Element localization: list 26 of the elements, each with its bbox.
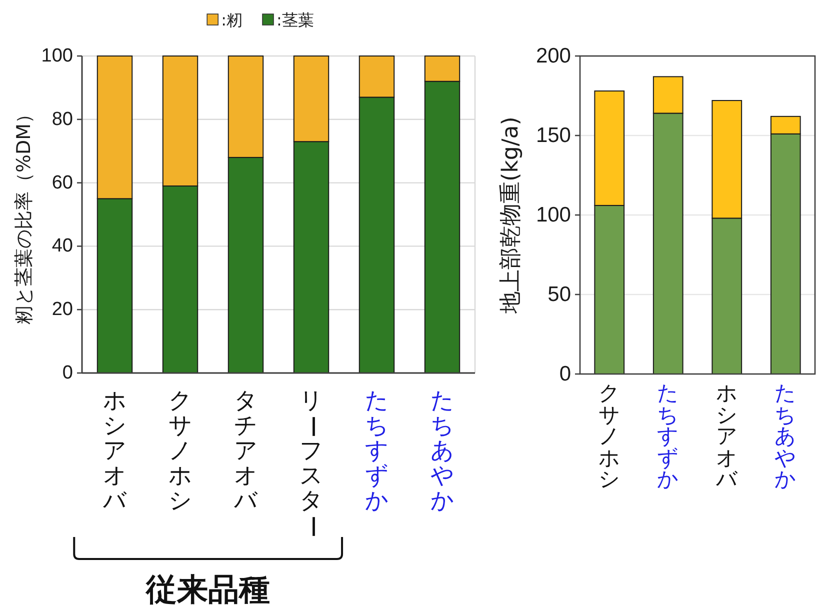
y-tick-label: 100 — [41, 46, 73, 66]
x-tick-label: ホシアオバ — [715, 381, 738, 492]
y-tick-label: 0 — [62, 362, 73, 384]
y-tick-label: 40 — [52, 236, 73, 257]
x-tick-label: クサノホシ — [598, 381, 621, 492]
y-tick-label: 200 — [536, 44, 571, 68]
y-tick-label: 80 — [52, 108, 73, 130]
y-tick-label: 0 — [559, 362, 571, 386]
legend-label: :茎葉 — [276, 10, 314, 30]
x-tick-label: タチアオバ — [233, 388, 258, 514]
y-axis-title: 籾と茎葉の比率（%DM） — [13, 104, 35, 325]
y-tick-label: 50 — [548, 283, 571, 306]
y-tick-label: 100 — [536, 204, 571, 226]
x-tick-label: クサノホシ — [168, 388, 193, 514]
x-tick-label: たちあやか — [430, 388, 455, 514]
y-tick-label: 20 — [52, 299, 73, 320]
x-tick-label: たちすずか — [656, 381, 680, 492]
legend-label: :籾 — [221, 10, 242, 30]
y-axis-title: 地上部乾物重(kg/a) — [498, 116, 524, 314]
x-tick-label: リーフスター — [298, 388, 325, 539]
x-tick-label: たちすずか — [364, 388, 390, 514]
text: 従来品種 — [145, 572, 270, 608]
y-tick-label: 60 — [52, 172, 73, 194]
x-tick-label: たちあやか — [774, 381, 798, 492]
x-tick-label: ホシアオバ — [102, 388, 128, 514]
y-tick-label: 150 — [536, 124, 571, 147]
